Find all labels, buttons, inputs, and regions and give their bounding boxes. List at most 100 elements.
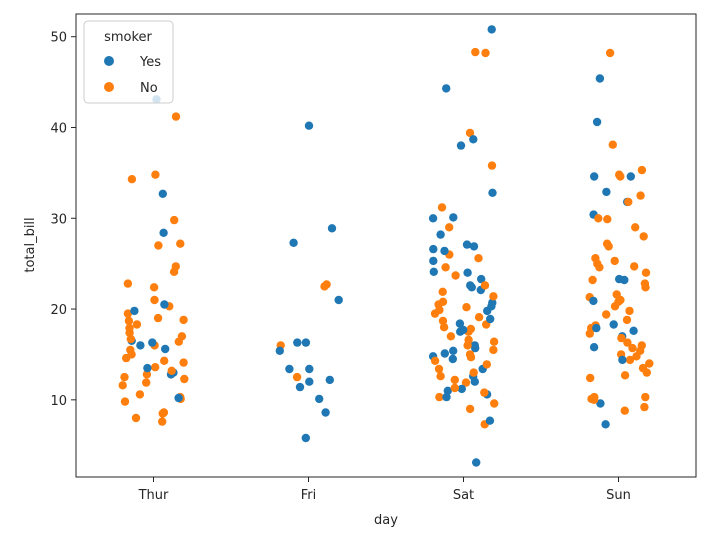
point-yes-sat	[488, 188, 497, 197]
point-no-sat	[489, 292, 498, 301]
point-yes-fri	[315, 394, 324, 404]
point-no-thur	[132, 320, 142, 329]
point-no-sun	[603, 215, 612, 224]
point-yes-thur	[158, 189, 167, 198]
point-no-thur	[142, 370, 152, 379]
point-no-sat	[489, 345, 498, 355]
point-no-thur	[150, 295, 159, 305]
point-yes-sun	[589, 343, 599, 352]
point-no-thur	[153, 313, 163, 323]
point-no-sun	[625, 306, 634, 316]
point-no-thur	[179, 315, 188, 325]
point-yes-sun	[629, 326, 638, 335]
point-yes-fri	[305, 377, 314, 386]
point-no-sat	[469, 368, 478, 377]
point-no-sun	[594, 214, 603, 223]
legend-label-no: No	[140, 81, 158, 96]
point-no-sat	[480, 281, 490, 290]
point-no-sun	[631, 223, 640, 232]
point-no-thur	[160, 356, 169, 365]
point-yes-fri	[275, 346, 284, 355]
point-yes-sun	[592, 117, 602, 127]
point-yes-sat	[463, 268, 472, 277]
point-no-sat	[461, 378, 471, 387]
point-yes-sun	[590, 172, 599, 181]
point-no-thur	[125, 328, 134, 337]
point-yes-fri	[304, 121, 314, 130]
legend-label-yes: Yes	[139, 55, 161, 70]
point-no-fri	[322, 280, 331, 289]
point-no-sun	[637, 341, 646, 350]
point-no-sat	[482, 360, 491, 369]
point-yes-sat	[455, 319, 465, 328]
point-no-thur	[176, 239, 185, 248]
point-no-thur	[123, 279, 133, 288]
point-no-sat	[450, 383, 459, 393]
point-no-sun	[640, 279, 650, 288]
point-no-thur	[151, 363, 160, 372]
point-no-sat	[445, 223, 454, 232]
point-yes-sun	[602, 187, 611, 197]
point-yes-sat	[449, 213, 458, 222]
point-no-sun	[637, 165, 647, 175]
point-yes-sat	[456, 141, 466, 150]
point-no-sat	[439, 323, 449, 332]
point-no-sat	[441, 263, 450, 272]
point-no-sun	[640, 402, 649, 412]
point-yes-sun	[592, 323, 601, 333]
y-axis-label: total_bill	[23, 217, 38, 272]
point-no-sat	[437, 203, 447, 212]
point-no-thur	[142, 378, 151, 387]
point-yes-sat	[429, 244, 438, 254]
point-no-sat	[463, 341, 472, 350]
point-no-thur	[118, 381, 127, 390]
point-yes-sat	[472, 458, 481, 467]
point-no-fri	[292, 372, 302, 382]
data-points	[118, 25, 654, 467]
point-no-thur	[171, 112, 181, 121]
point-no-thur	[124, 316, 134, 326]
point-yes-thur	[143, 363, 152, 373]
plot-frame	[75, 13, 697, 478]
point-yes-sat	[440, 246, 449, 256]
point-no-thur	[131, 413, 141, 423]
y-tick-label: 40	[50, 121, 67, 136]
point-no-sun	[602, 239, 612, 248]
x-tick-label-thur: Thur	[138, 488, 169, 503]
point-yes-sun	[609, 320, 618, 329]
point-no-sun	[625, 355, 635, 365]
point-no-thur	[180, 374, 189, 384]
point-no-sun	[620, 406, 629, 415]
point-no-sun	[622, 315, 632, 325]
point-yes-sat	[448, 354, 457, 364]
point-yes-sat	[486, 314, 495, 324]
point-no-sun	[628, 343, 637, 353]
point-yes-sat	[428, 214, 438, 223]
point-no-sat	[474, 254, 483, 263]
point-yes-thur	[160, 300, 169, 309]
point-yes-sat	[469, 242, 479, 251]
point-no-sat	[438, 287, 447, 296]
point-yes-sat	[443, 386, 452, 395]
y-tick-label: 10	[50, 394, 67, 409]
point-no-sun	[636, 191, 645, 200]
point-yes-sat	[436, 230, 445, 239]
point-yes-thur	[159, 228, 168, 237]
point-no-sun	[593, 259, 602, 268]
legend-marker-yes	[104, 56, 114, 66]
point-yes-sun	[618, 355, 627, 365]
point-yes-sat	[429, 267, 438, 276]
point-no-sat	[490, 399, 499, 408]
point-yes-sat	[470, 341, 479, 350]
point-no-thur	[127, 350, 136, 359]
point-yes-sat	[477, 274, 486, 284]
point-no-thur	[167, 366, 176, 375]
point-yes-sat	[442, 84, 451, 93]
point-no-sun	[639, 232, 648, 241]
x-axis-label: day	[374, 513, 398, 528]
point-no-sat	[450, 375, 459, 385]
legend-title: smoker	[104, 30, 152, 45]
point-no-sun	[641, 392, 650, 402]
point-no-thur	[127, 175, 137, 184]
